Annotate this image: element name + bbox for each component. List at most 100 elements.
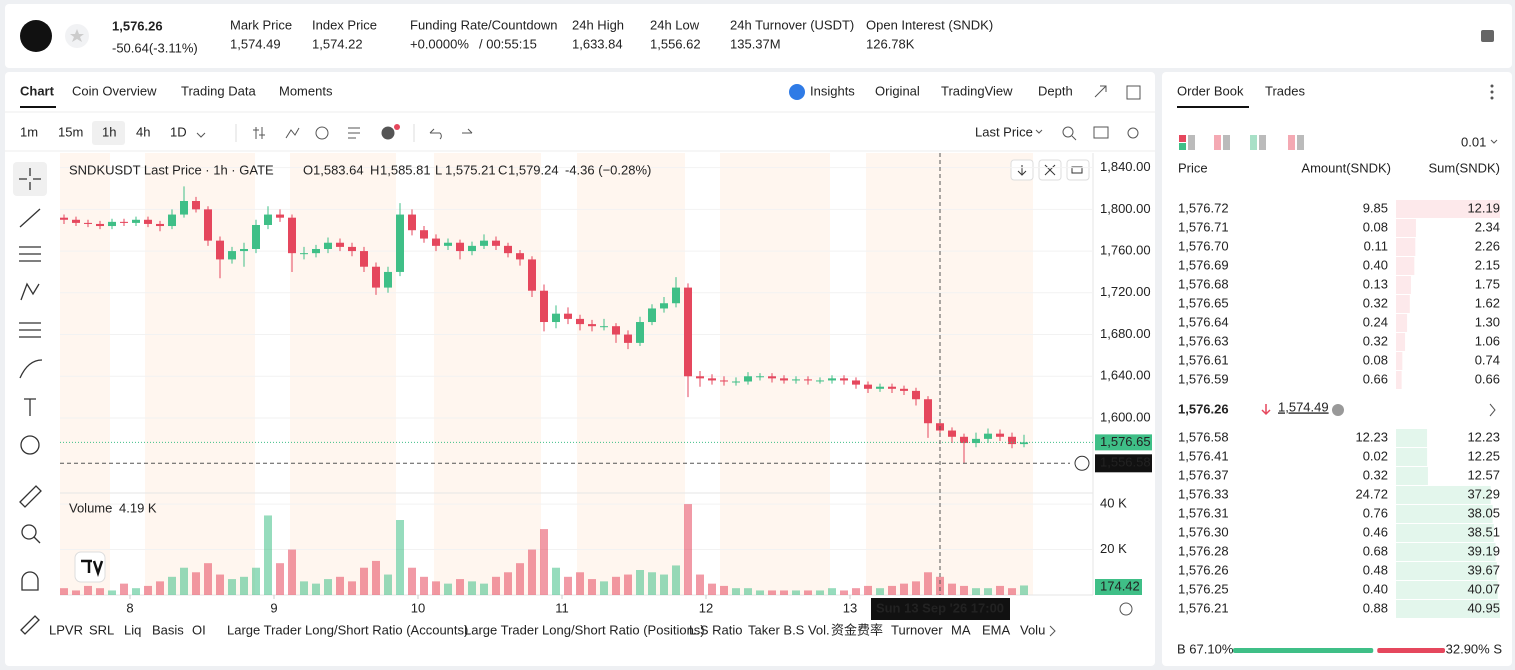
view-tab[interactable]: Insights — [810, 83, 855, 98]
interval[interactable]: 1m — [20, 124, 38, 139]
indicator[interactable]: SRL — [89, 622, 114, 637]
tab[interactable]: Moments — [279, 83, 333, 98]
ob-price[interactable]: 1,576.71 — [1178, 219, 1229, 234]
ob-price[interactable]: 1,576.37 — [1178, 467, 1229, 482]
candle-body — [912, 390, 920, 400]
indicator[interactable]: EMA — [982, 622, 1011, 637]
stat-value: 135.37M — [730, 36, 781, 51]
ob-sum: 38.05 — [1467, 505, 1500, 520]
volume-bar — [900, 583, 908, 595]
candle-body — [120, 221, 128, 223]
window-icon[interactable] — [1126, 85, 1141, 100]
volume-bar — [648, 572, 656, 595]
ob-price[interactable]: 1,576.21 — [1178, 600, 1229, 615]
volume-bar — [696, 574, 704, 595]
interval[interactable]: 4h — [136, 124, 150, 139]
settings-icon[interactable] — [1119, 602, 1133, 616]
ob-sum: 1.62 — [1475, 295, 1500, 310]
ob-price[interactable]: 1,576.41 — [1178, 448, 1229, 463]
y-tick-label: 1,760.00 — [1100, 243, 1151, 258]
ob-price[interactable]: 1,576.58 — [1178, 429, 1229, 444]
volume-bar — [324, 579, 332, 595]
scroll-arrow[interactable] — [1049, 625, 1056, 637]
candle-body — [348, 246, 356, 252]
ob-tab[interactable]: Order Book — [1177, 83, 1244, 98]
indicator[interactable]: Liq — [124, 622, 141, 637]
ob-price[interactable]: 1,576.31 — [1178, 505, 1229, 520]
y-tick-label: 1,640.00 — [1100, 368, 1151, 383]
ob-header: Price — [1178, 160, 1208, 175]
stat-label: Mark Price — [230, 17, 292, 32]
candle-body — [948, 430, 956, 437]
volume-bar — [612, 576, 620, 595]
candle-body — [864, 384, 872, 389]
ob-price[interactable]: 1,576.63 — [1178, 333, 1229, 348]
indicator[interactable]: OI — [192, 622, 206, 637]
volume-bar — [72, 590, 80, 595]
candle-body — [576, 318, 584, 325]
indicator[interactable]: MA — [951, 622, 971, 637]
ob-price[interactable]: 1,576.59 — [1178, 371, 1229, 386]
add-alert[interactable] — [1074, 455, 1090, 471]
ob-sum: 0.74 — [1475, 352, 1500, 367]
interval[interactable]: 1h — [102, 124, 116, 139]
tab[interactable]: Coin Overview — [72, 83, 157, 98]
view-tab[interactable]: Depth — [1038, 83, 1073, 98]
candle-body — [72, 219, 80, 223]
ob-sum: 1.30 — [1475, 314, 1500, 329]
volume-bar — [780, 590, 788, 595]
ob-price[interactable]: 1,576.70 — [1178, 238, 1229, 253]
ob-price[interactable]: 1,576.33 — [1178, 486, 1229, 501]
ob-tick[interactable]: 0.01 — [1461, 134, 1486, 149]
indicator[interactable]: Large Trader Long/Short Ratio (Accounts) — [227, 622, 468, 637]
sell-ratio: 32.90% S — [1446, 641, 1503, 656]
ob-price[interactable]: 1,576.68 — [1178, 276, 1229, 291]
tab[interactable]: Chart — [20, 83, 55, 98]
indicator[interactable]: Large Trader Long/Short Ratio (Positions… — [464, 622, 705, 637]
crosshair-time-label: Sun 13 Sep '26 17:00 — [876, 600, 1004, 615]
ob-price[interactable]: 1,576.26 — [1178, 562, 1229, 577]
price-source[interactable]: Last Price — [975, 124, 1033, 139]
candle-body — [252, 224, 260, 249]
info-icon[interactable] — [1481, 30, 1494, 42]
ob-price[interactable]: 1,576.72 — [1178, 200, 1229, 215]
stat-extra: / 00:55:15 — [479, 36, 537, 51]
volume-bar — [264, 515, 272, 595]
crosshair-price-tag — [1095, 454, 1152, 473]
interval[interactable]: 15m — [58, 124, 83, 139]
indicator[interactable]: Basis — [152, 622, 184, 637]
indicator[interactable]: LPVR — [49, 622, 83, 637]
view-tab[interactable]: TradingView — [941, 83, 1013, 98]
candle-body — [588, 324, 596, 327]
tab[interactable]: Trading Data — [181, 83, 256, 98]
star-icon — [70, 29, 84, 42]
ob-price[interactable]: 1,576.64 — [1178, 314, 1229, 329]
expand-icon[interactable] — [1094, 85, 1107, 98]
candle-body — [660, 303, 668, 309]
stat-label: Index Price — [312, 17, 377, 32]
view-tab[interactable]: Original — [875, 83, 920, 98]
stat-value: 1,574.22 — [312, 36, 363, 51]
ob-sum: 12.57 — [1467, 467, 1500, 482]
ob-price[interactable]: 1,576.65 — [1178, 295, 1229, 310]
indicator[interactable]: Turnover — [891, 622, 943, 637]
candle-body — [888, 386, 896, 389]
ob-price[interactable]: 1,576.69 — [1178, 257, 1229, 272]
volume-bar — [792, 590, 800, 595]
depth-bar — [1396, 257, 1415, 275]
ob-tab[interactable]: Trades — [1265, 83, 1305, 98]
interval[interactable]: 1D — [170, 124, 187, 139]
indicator[interactable]: Taker B.S Vol. — [748, 622, 830, 637]
stat-label: 24h Low — [650, 17, 700, 32]
indicator[interactable]: 资金费率 — [831, 622, 883, 637]
ob-price[interactable]: 1,576.28 — [1178, 543, 1229, 558]
indicator[interactable]: L.S Ratio — [689, 622, 742, 637]
indicator[interactable]: Volu — [1020, 622, 1045, 637]
ob-price[interactable]: 1,576.30 — [1178, 524, 1229, 539]
ob-price[interactable]: 1,576.25 — [1178, 581, 1229, 596]
x-tick-label: 11 — [555, 600, 569, 615]
candle-body — [996, 433, 1004, 437]
candle-body — [972, 438, 980, 444]
tradingview-mark — [81, 559, 104, 577]
ob-price[interactable]: 1,576.61 — [1178, 352, 1229, 367]
